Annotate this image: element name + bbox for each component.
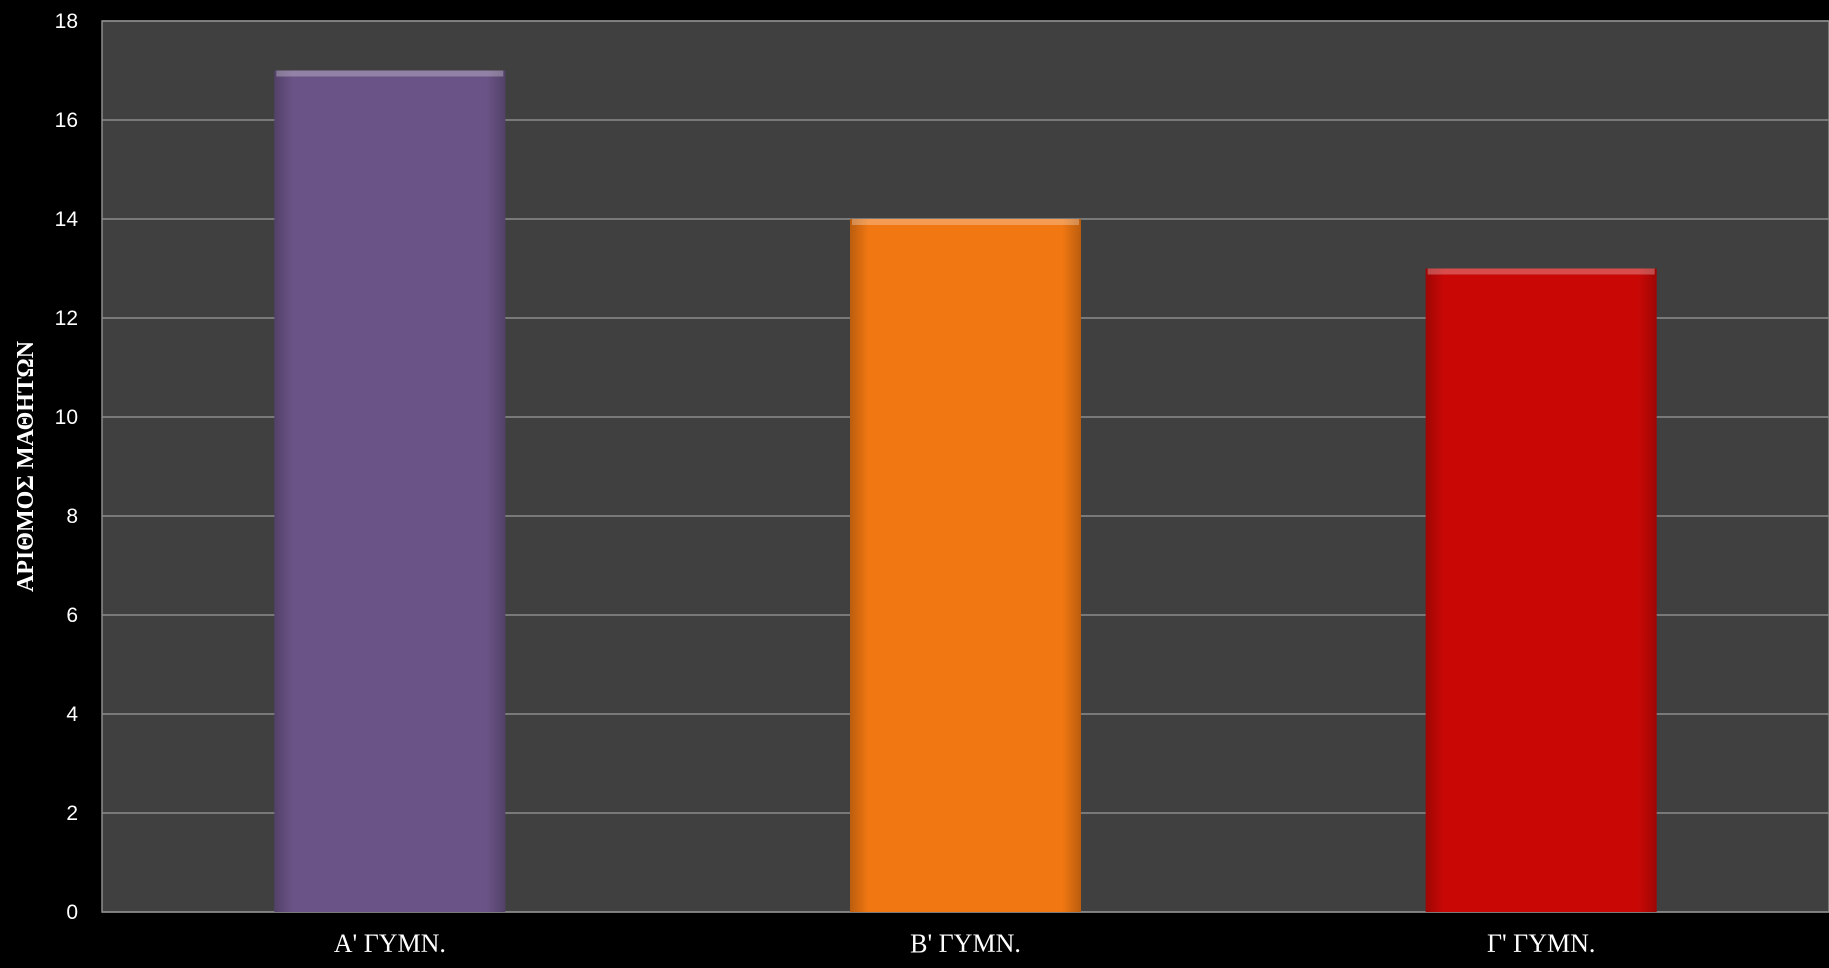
y-axis-tick-labels: 0 2 4 6 8 10 12 14 16 18: [55, 10, 79, 924]
y-tick-label: 10: [55, 406, 78, 429]
x-category-label: Α' ΓΥΜΝ.: [334, 929, 446, 958]
y-tick-label: 2: [66, 802, 78, 825]
bar-group: [1425, 268, 1657, 912]
y-tick-label: 18: [55, 10, 78, 33]
x-category-label: Γ' ΓΥΜΝ.: [1487, 929, 1595, 958]
y-tick-label: 12: [55, 307, 78, 330]
bar-group: [850, 219, 1081, 912]
y-axis-title: ΑΡΙΘΜΟΣ ΜΑΘΗΤΩΝ: [13, 340, 39, 592]
y-tick-label: 0: [66, 901, 78, 924]
y-tick-label: 4: [66, 703, 78, 726]
bar-top-bevel: [276, 70, 504, 77]
bars: [274, 70, 1657, 912]
x-category-label: Β' ΓΥΜΝ.: [910, 929, 1021, 958]
y-tick-label: 6: [66, 604, 78, 627]
bar-top-bevel: [852, 219, 1079, 225]
bar-shading: [274, 70, 506, 912]
x-axis-category-labels: Α' ΓΥΜΝ. Β' ΓΥΜΝ. Γ' ΓΥΜΝ.: [334, 929, 1596, 958]
y-tick-label: 8: [66, 505, 78, 528]
bar-top-bevel: [1427, 268, 1655, 275]
bar-shading: [850, 219, 1081, 912]
bar-shading: [1425, 268, 1657, 912]
bar-group: [274, 70, 506, 912]
y-tick-label: 14: [55, 208, 79, 231]
y-tick-label: 16: [55, 109, 78, 132]
